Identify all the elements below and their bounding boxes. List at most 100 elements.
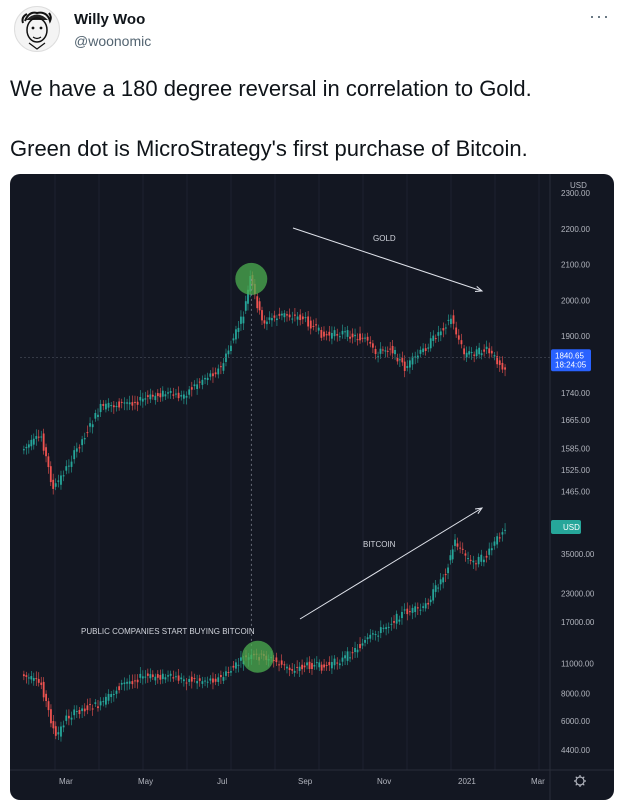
bitcoin-candle — [209, 678, 212, 681]
gold-candle — [273, 315, 276, 318]
bitcoin-candle — [177, 675, 180, 681]
more-dots-icon[interactable]: ··· — [589, 6, 610, 26]
gold-candle — [97, 414, 99, 418]
bitcoin-y-tick: 23000.00 — [561, 590, 595, 599]
bitcoin-candle — [278, 664, 280, 666]
bitcoin-candle — [456, 543, 459, 547]
bitcoin-candle — [110, 694, 113, 698]
bitcoin-candle — [398, 619, 401, 622]
bitcoin-y-tick: 4400.00 — [561, 746, 590, 755]
bitcoin-candle — [331, 662, 333, 669]
gold-y-tick: 1525.00 — [561, 466, 590, 475]
bitcoin-annotation: BITCOIN — [363, 540, 396, 549]
bitcoin-candle — [390, 623, 393, 625]
gold-candle — [49, 466, 52, 483]
avatar-sketch-icon — [21, 11, 52, 50]
author-name[interactable]: Willy Woo — [74, 11, 146, 28]
bitcoin-candle — [346, 651, 349, 661]
gold-candle — [60, 475, 62, 485]
bitcoin-candle — [94, 702, 97, 704]
gold-candle — [450, 318, 452, 325]
gold-candle — [232, 338, 235, 341]
avatar[interactable] — [14, 6, 60, 52]
gold-candle — [40, 436, 43, 438]
bitcoin-candle — [175, 676, 177, 678]
gold-y-tick: 1585.00 — [561, 445, 590, 454]
bitcoin-candle — [318, 662, 321, 668]
gold-candle — [488, 348, 491, 354]
gold-candle — [78, 447, 81, 449]
bitcoin-candle — [338, 663, 341, 666]
chart-axes: USD2300.002200.002100.002000.001900.0017… — [20, 181, 595, 787]
bitcoin-candle — [230, 671, 232, 673]
bitcoin-candle — [27, 677, 30, 679]
gold-candle — [442, 328, 445, 331]
bitcoin-candle — [293, 670, 296, 673]
author-handle[interactable]: @woonomic — [74, 33, 152, 49]
bitcoin-candle — [62, 725, 65, 728]
bitcoin-candle — [91, 708, 94, 710]
bitcoin-candle — [73, 709, 76, 716]
gold-y-tick: 1665.00 — [561, 416, 590, 425]
gold-candle — [309, 320, 312, 329]
bitcoin-candle — [411, 607, 414, 613]
bitcoin-candle — [382, 627, 385, 629]
gold-candle — [437, 332, 440, 336]
bitcoin-candle — [144, 676, 147, 678]
gold-candle — [374, 348, 377, 355]
gold-candle — [175, 393, 177, 395]
gold-candle — [465, 352, 468, 358]
bitcoin-candle — [333, 658, 336, 666]
bitcoin-up-arrow — [299, 507, 483, 620]
bitcoin-candle — [459, 547, 462, 549]
gold-candle — [286, 314, 288, 316]
bitcoin-candle — [182, 679, 185, 682]
bitcoin-candle — [154, 676, 157, 681]
x-tick-label: Jul — [217, 777, 227, 786]
bitcoin-candle — [328, 662, 331, 666]
gold-candle — [444, 327, 447, 329]
gold-candle — [338, 336, 341, 338]
gold-candle — [463, 348, 465, 355]
gold-candle — [47, 456, 50, 468]
bitcoin-candle — [78, 709, 81, 715]
bitcoin-candle — [469, 559, 472, 561]
bitcoin-candle — [105, 696, 107, 705]
gold-candle — [42, 433, 45, 451]
gold-candle — [296, 316, 299, 320]
bitcoin-candle — [151, 674, 154, 677]
gold-y-tick: 2100.00 — [561, 261, 590, 270]
gold-candle — [398, 359, 401, 361]
bitcoin-candle — [311, 663, 313, 670]
gold-candle — [263, 320, 266, 324]
bitcoin-candle — [275, 657, 278, 663]
bitcoin-candle — [488, 548, 491, 555]
gold-candle — [118, 401, 121, 408]
gold-candle — [468, 351, 471, 355]
gold-candle — [214, 372, 217, 375]
bitcoin-candle — [461, 548, 464, 550]
chart-svg: GOLD BITCOIN PUBLIC COMPANIES START BUYING… — [10, 174, 614, 800]
gold-candle — [276, 318, 278, 321]
bitcoin-candle — [240, 657, 242, 661]
chart-image[interactable]: GOLD BITCOIN PUBLIC COMPANIES START BUYING… — [10, 174, 614, 800]
bitcoin-candle — [25, 675, 28, 677]
bitcoin-candle — [306, 662, 308, 666]
gold-candle — [501, 362, 504, 370]
gold-candle — [283, 313, 286, 318]
bitcoin-candle — [198, 678, 201, 681]
gold-candle — [110, 405, 113, 407]
gear-icon[interactable] — [574, 775, 586, 787]
gold-candle — [396, 357, 399, 362]
gold-candle — [371, 343, 374, 348]
gold-candle — [483, 349, 486, 352]
bitcoin-candle — [406, 608, 409, 615]
gold-candle — [193, 384, 196, 387]
gold-candle — [414, 356, 417, 358]
bitcoin-chart — [22, 523, 506, 742]
gold-candle — [185, 395, 188, 398]
gold-candle — [312, 325, 315, 327]
bitcoin-candle — [401, 611, 403, 619]
gold-candle — [366, 336, 369, 341]
bitcoin-candle — [359, 644, 361, 649]
